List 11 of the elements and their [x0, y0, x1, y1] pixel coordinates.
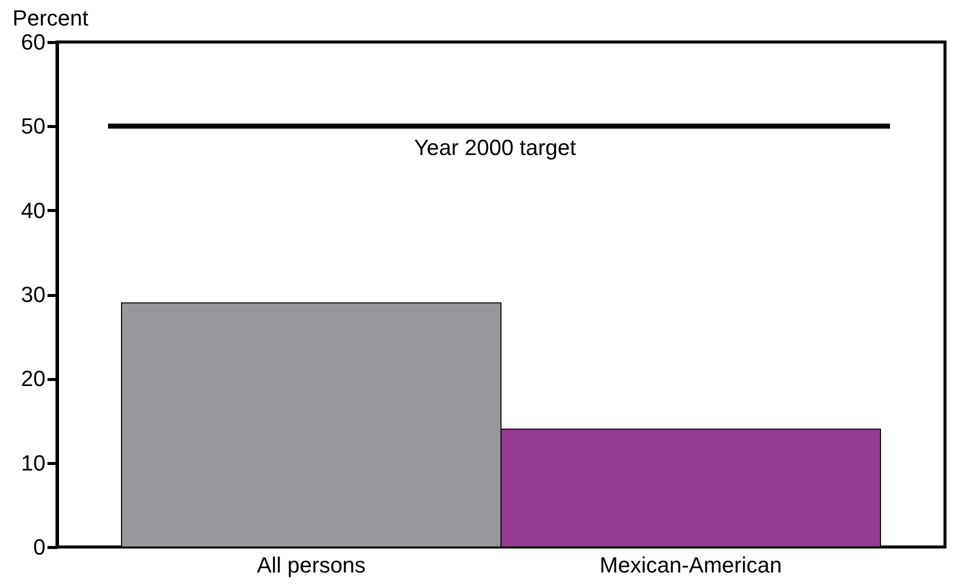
- x-tick-label: All persons: [256, 552, 366, 578]
- x-tick-label: Mexican-American: [600, 552, 782, 578]
- y-tick-label: 10: [21, 450, 46, 476]
- y-tick-label: 0: [33, 534, 46, 560]
- y-tick-label: 20: [21, 366, 46, 392]
- y-tick-label: 60: [21, 30, 46, 54]
- y-axis-title: Percent: [12, 6, 88, 30]
- y-tick-label: 30: [21, 282, 46, 307]
- y-tick-label: 50: [21, 114, 46, 139]
- y-tick-label: 40: [21, 198, 46, 223]
- ref-line-label: Year 2000 target: [414, 135, 576, 160]
